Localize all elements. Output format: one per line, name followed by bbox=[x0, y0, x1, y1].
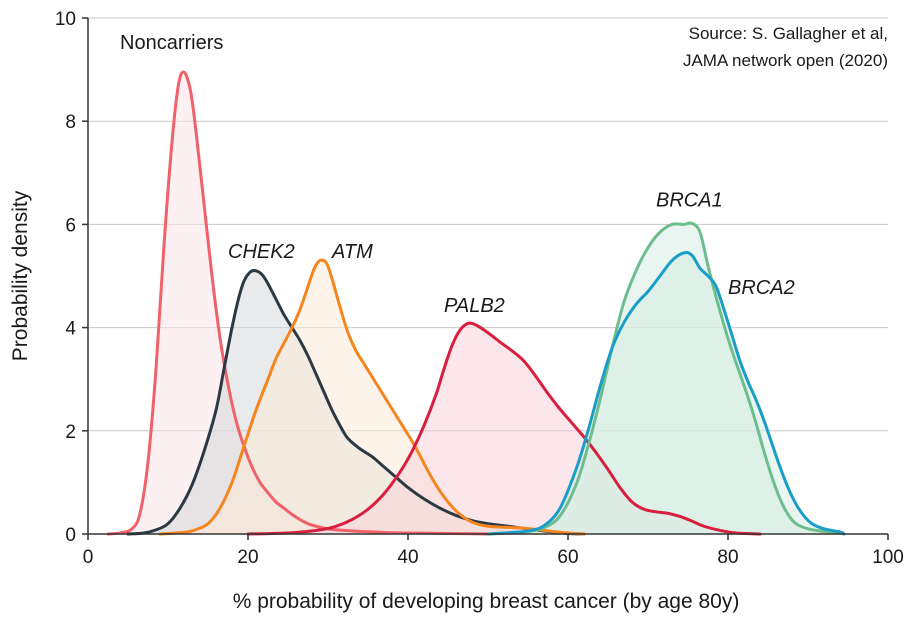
x-axis-label: % probability of developing breast cance… bbox=[233, 590, 740, 613]
y-tick-label-6: 6 bbox=[65, 215, 76, 236]
axes bbox=[82, 17, 889, 540]
line-chek2 bbox=[126, 268, 586, 536]
source-annotation: Source: S. Gallagher et al, JAMA network… bbox=[683, 24, 888, 70]
line-atm bbox=[158, 258, 586, 536]
line-noncarriers bbox=[106, 70, 490, 536]
line-palb2 bbox=[246, 321, 762, 536]
y-tick-label-0: 0 bbox=[65, 525, 76, 546]
density-lines bbox=[106, 70, 846, 536]
density-areas bbox=[108, 72, 844, 535]
x-tick-label-20: 20 bbox=[237, 547, 258, 568]
x-tick-label-40: 40 bbox=[397, 547, 418, 568]
source-line-1: Source: S. Gallagher et al, bbox=[689, 24, 888, 43]
x-tick-label-100: 100 bbox=[872, 547, 904, 568]
series-label-chek2: CHEK2 bbox=[228, 241, 295, 263]
source-line-2: JAMA network open (2020) bbox=[683, 51, 888, 70]
x-tick-label-0: 0 bbox=[83, 547, 94, 568]
y-axis-label: Probability density bbox=[9, 190, 32, 361]
line-brca2 bbox=[486, 250, 846, 536]
series-labels: Noncarriers CHEK2 ATM PALB2 BRCA1 BRCA2 bbox=[120, 32, 795, 317]
y-tick-label-10: 10 bbox=[55, 9, 76, 30]
series-label-brca2: BRCA2 bbox=[728, 277, 795, 299]
y-tick-label-8: 8 bbox=[65, 112, 76, 133]
series-label-atm: ATM bbox=[331, 241, 373, 263]
area-palb2 bbox=[248, 323, 760, 534]
y-tick-label-4: 4 bbox=[65, 319, 76, 340]
y-tick-label-2: 2 bbox=[65, 422, 76, 443]
x-tick-label-80: 80 bbox=[717, 547, 738, 568]
series-label-palb2: PALB2 bbox=[444, 295, 505, 317]
area-brca2 bbox=[488, 252, 844, 534]
x-tick-label-60: 60 bbox=[557, 547, 578, 568]
tick-labels: 0 20 40 60 80 100 0 2 4 6 8 10 bbox=[55, 9, 904, 568]
area-atm bbox=[160, 260, 584, 534]
series-label-noncarriers: Noncarriers bbox=[120, 32, 223, 54]
area-noncarriers bbox=[108, 72, 488, 535]
series-label-brca1: BRCA1 bbox=[656, 189, 723, 211]
line-brca1 bbox=[486, 221, 846, 536]
